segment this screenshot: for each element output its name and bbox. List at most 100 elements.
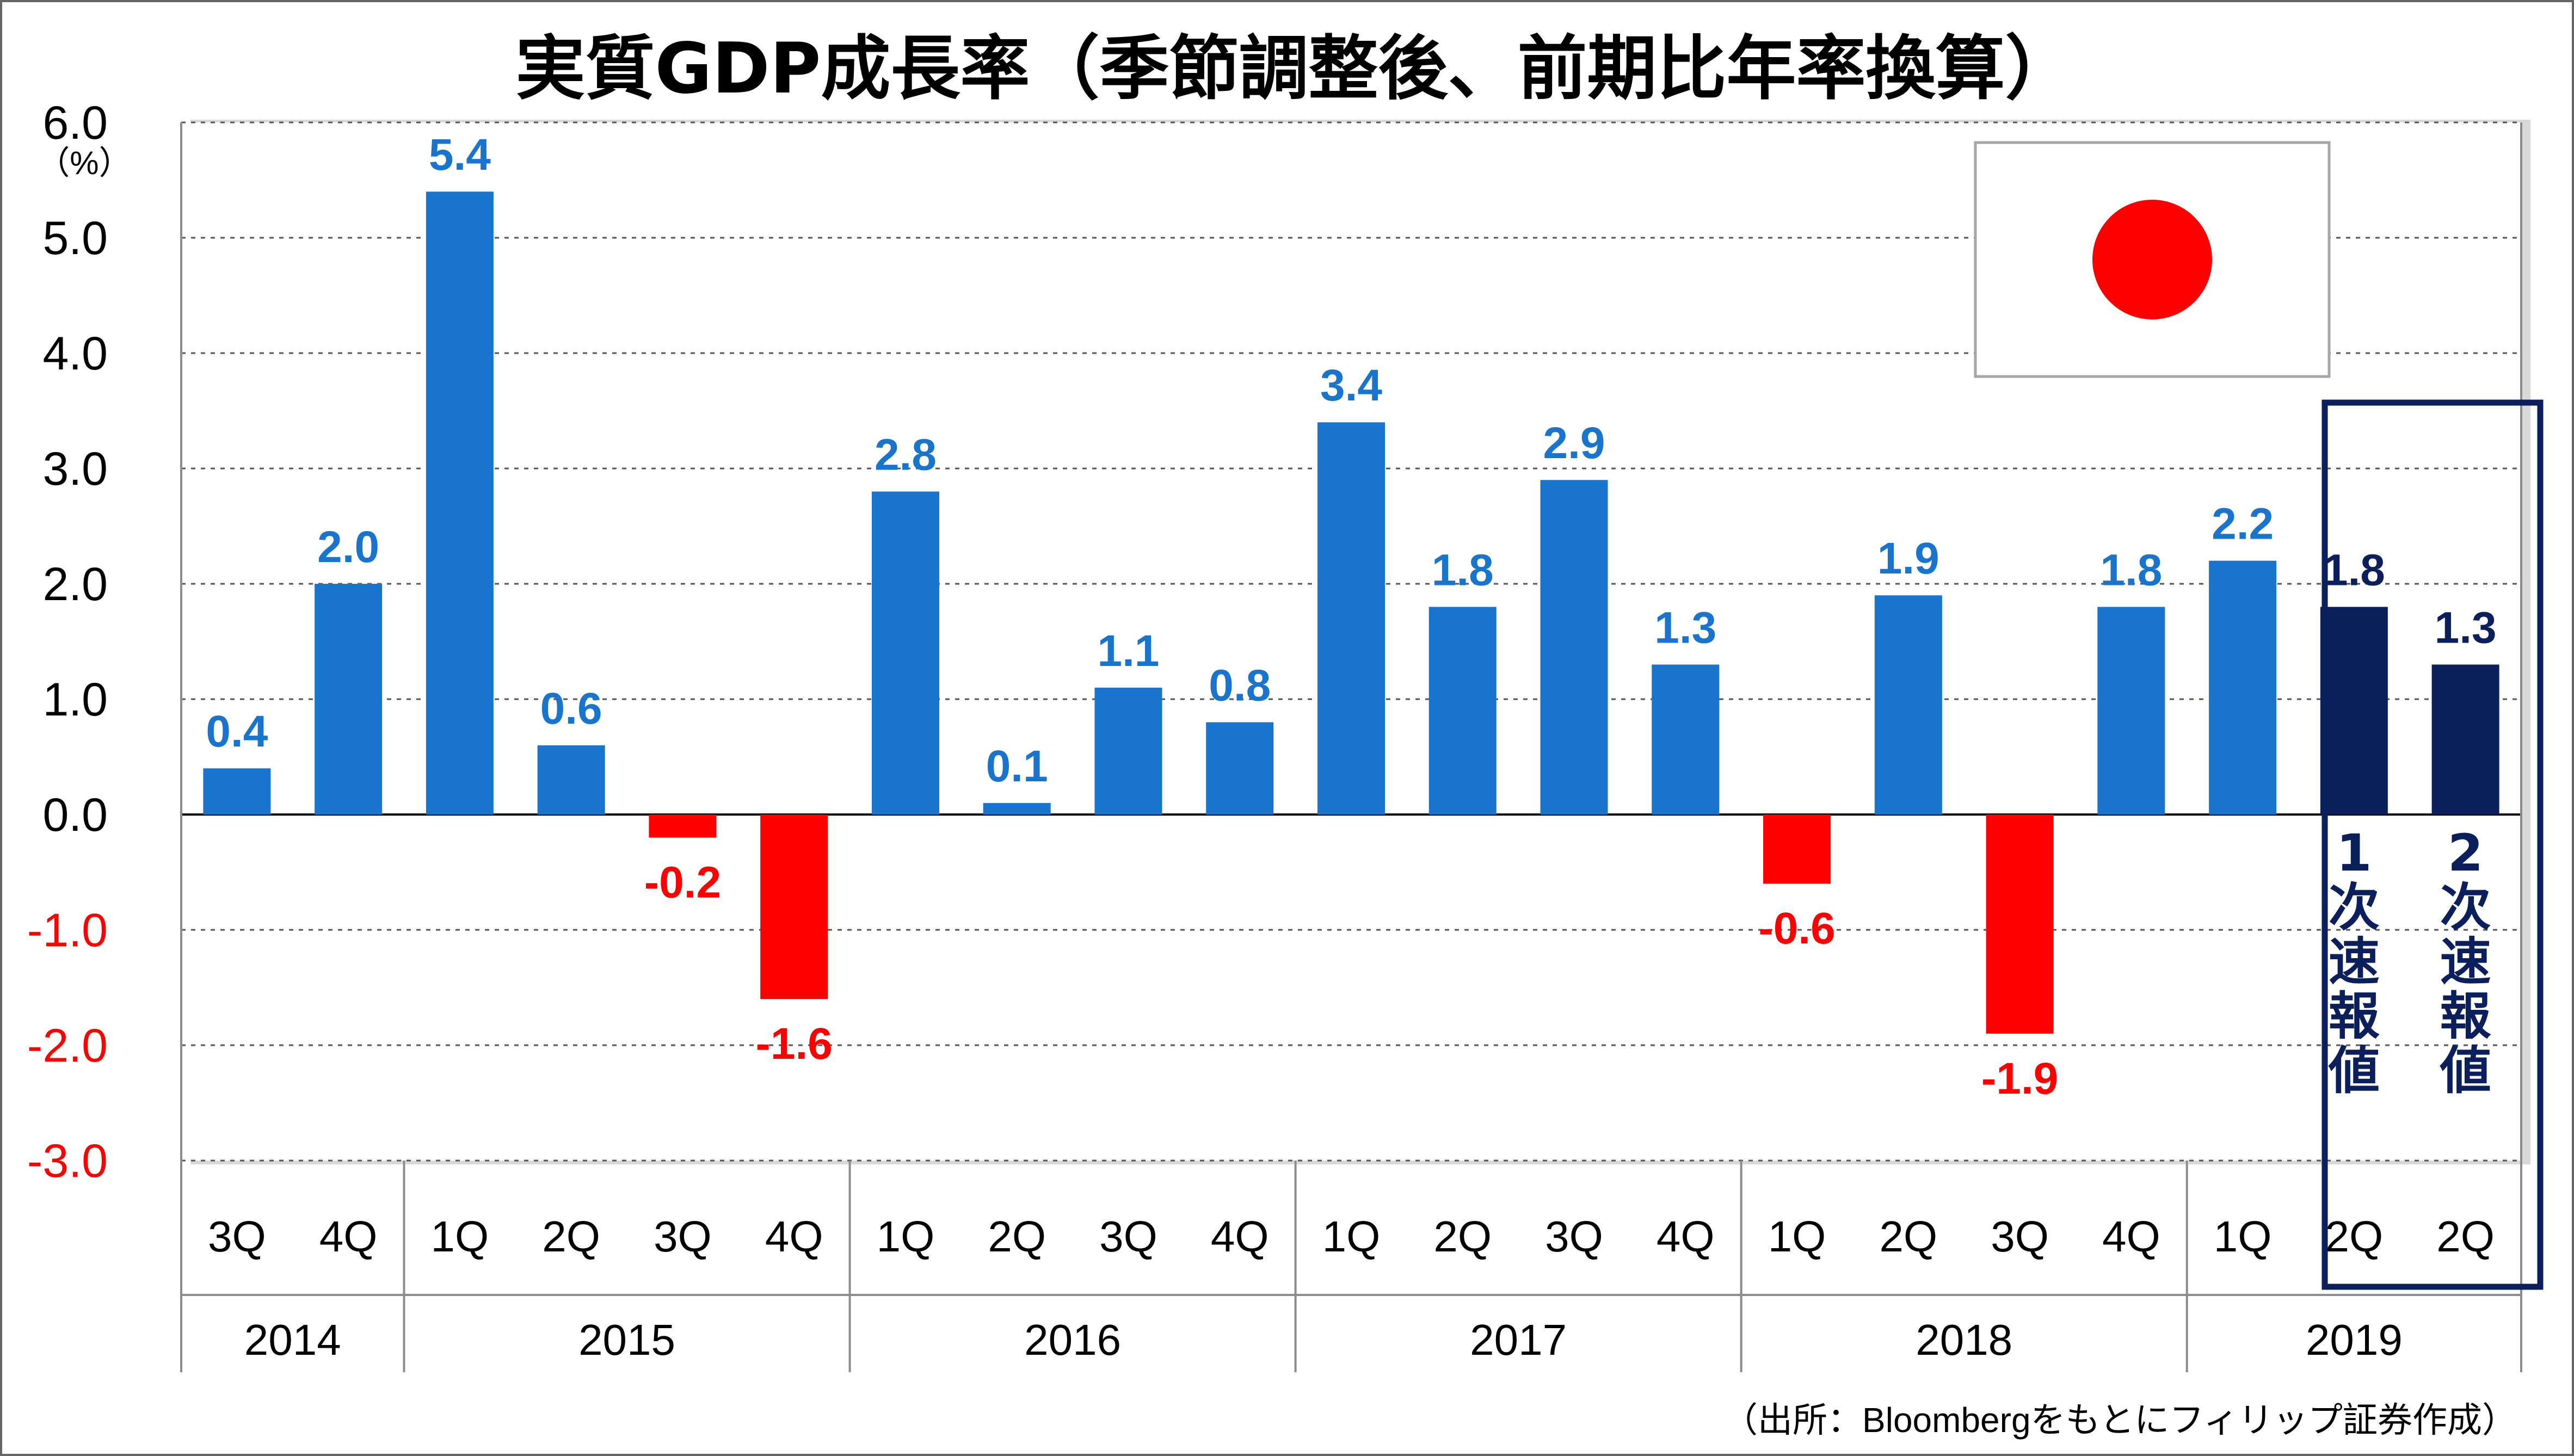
bar — [649, 815, 717, 838]
x-tick-year: 2017 — [1470, 1316, 1567, 1364]
y-tick-label: 0.0 — [42, 789, 108, 841]
data-label: 1.8 — [2100, 545, 2162, 595]
x-tick-quarter: 3Q — [208, 1212, 266, 1261]
data-label: 2.2 — [2212, 499, 2274, 549]
data-label: 1.3 — [2435, 603, 2497, 652]
estimate-type-char: 次 — [2329, 878, 2380, 937]
data-label: 2.8 — [875, 430, 937, 479]
x-tick-quarter: 3Q — [654, 1212, 712, 1261]
bar — [760, 815, 828, 1000]
data-label: 0.4 — [206, 707, 268, 756]
estimate-type-char: 値 — [2440, 1041, 2491, 1101]
x-tick-quarter: 3Q — [1099, 1212, 1157, 1261]
data-label: -1.9 — [1981, 1054, 2058, 1103]
x-tick-quarter: 4Q — [765, 1212, 823, 1261]
x-tick-quarter: 1Q — [1768, 1212, 1826, 1261]
bar — [1763, 815, 1831, 884]
bar — [1874, 595, 1942, 815]
data-label: -1.6 — [756, 1019, 833, 1069]
bar — [2431, 664, 2499, 815]
estimate-type-char: 2 — [2448, 824, 2483, 883]
y-tick-label: 3.0 — [42, 443, 108, 495]
bar — [315, 584, 383, 815]
data-label: 1.3 — [1654, 603, 1716, 652]
chart-title: 実質GDP成長率（季節調整後、前期比年率換算） — [515, 28, 2074, 109]
japan-flag-icon — [1974, 141, 2331, 378]
y-tick-label: -1.0 — [27, 904, 108, 957]
bars — [203, 192, 2499, 1034]
data-label: 1.9 — [1877, 534, 1939, 583]
bar — [2209, 560, 2277, 815]
bar — [1428, 607, 1497, 815]
x-tick-year: 2019 — [2306, 1316, 2403, 1364]
estimate-type-char: 速 — [2440, 933, 2491, 992]
data-label: 0.6 — [540, 684, 602, 733]
data-label: 3.4 — [1320, 361, 1382, 410]
data-label: 1.8 — [2323, 545, 2385, 595]
data-label: 5.4 — [429, 130, 491, 180]
estimate-type-char: 値 — [2328, 1041, 2380, 1101]
estimate-type-char: 次 — [2440, 878, 2491, 937]
estimate-type-char: 速 — [2329, 933, 2380, 992]
bar — [2320, 607, 2388, 815]
y-tick-label: 2.0 — [42, 558, 108, 610]
y-axis-ticks: 6.0 5.0 4.0 3.0 2.0 1.0 0.0 -1.0 -2.0 -3.0 — [27, 97, 108, 1187]
data-label: 0.1 — [986, 742, 1048, 791]
bar — [537, 745, 605, 815]
data-label: 1.1 — [1097, 626, 1159, 676]
x-tick-quarter: 2Q — [1879, 1212, 1937, 1261]
y-tick-label: 6.0 — [42, 97, 108, 149]
bar — [1094, 687, 1162, 815]
bar — [1317, 422, 1385, 815]
x-tick-quarter: 2Q — [542, 1212, 600, 1261]
x-tick-quarter: 1Q — [2214, 1212, 2272, 1261]
y-tick-label: -3.0 — [27, 1135, 108, 1187]
source-note: （出所：Bloombergをもとにフィリップ証券作成） — [1723, 1401, 2517, 1440]
y-tick-label: 1.0 — [42, 674, 108, 726]
y-tick-label: 5.0 — [42, 212, 108, 264]
x-tick-quarter: 4Q — [1657, 1212, 1715, 1261]
x-tick-quarter: 4Q — [1211, 1212, 1269, 1261]
data-label: 2.9 — [1543, 418, 1605, 468]
bar — [203, 768, 271, 815]
x-tick-year: 2015 — [578, 1316, 675, 1364]
estimate-type-char: 1 — [2336, 824, 2372, 883]
bar — [426, 192, 494, 815]
preliminary-estimate-highlight-box — [2321, 399, 2544, 1290]
x-tick-quarter: 4Q — [319, 1212, 378, 1261]
bar — [871, 491, 939, 815]
estimate-type-char: 報 — [2329, 987, 2380, 1046]
data-label: -0.2 — [644, 857, 721, 907]
bar — [1986, 815, 2054, 1034]
bar — [1206, 722, 1274, 815]
data-labels: 0.4 2.0 5.4 0.6 -0.2 -1.6 2.8 0.1 1.1 0.8 3.4 1.8 2.… — [206, 130, 2496, 1103]
y-unit-label: （%） — [37, 145, 131, 181]
data-label: -0.6 — [1758, 904, 1835, 953]
y-tick-label: -2.0 — [27, 1020, 108, 1072]
bar — [1540, 480, 1608, 815]
data-label: 0.8 — [1209, 661, 1271, 710]
bar — [983, 803, 1051, 815]
x-tick-quarter: 1Q — [431, 1212, 489, 1261]
x-tick-year: 2014 — [244, 1316, 341, 1364]
x-tick-quarter: 1Q — [877, 1212, 935, 1261]
x-tick-quarter: 2Q — [988, 1212, 1046, 1261]
x-tick-quarter: 2Q — [2325, 1212, 2383, 1261]
x-tick-quarter: 3Q — [1991, 1212, 2049, 1261]
x-tick-year: 2018 — [1916, 1316, 2012, 1364]
bar — [1652, 664, 1720, 815]
x-tick-quarter: 1Q — [1322, 1212, 1381, 1261]
x-tick-quarter: 4Q — [2102, 1212, 2160, 1261]
x-tick-year: 2016 — [1024, 1316, 1121, 1364]
estimate-type-char: 報 — [2440, 987, 2491, 1046]
y-tick-label: 4.0 — [42, 328, 108, 380]
data-label: 1.8 — [1432, 545, 1494, 595]
x-tick-quarter: 3Q — [1545, 1212, 1603, 1261]
bar — [2097, 607, 2165, 815]
data-label: 2.0 — [317, 522, 379, 572]
x-tick-quarter: 2Q — [2436, 1212, 2495, 1261]
